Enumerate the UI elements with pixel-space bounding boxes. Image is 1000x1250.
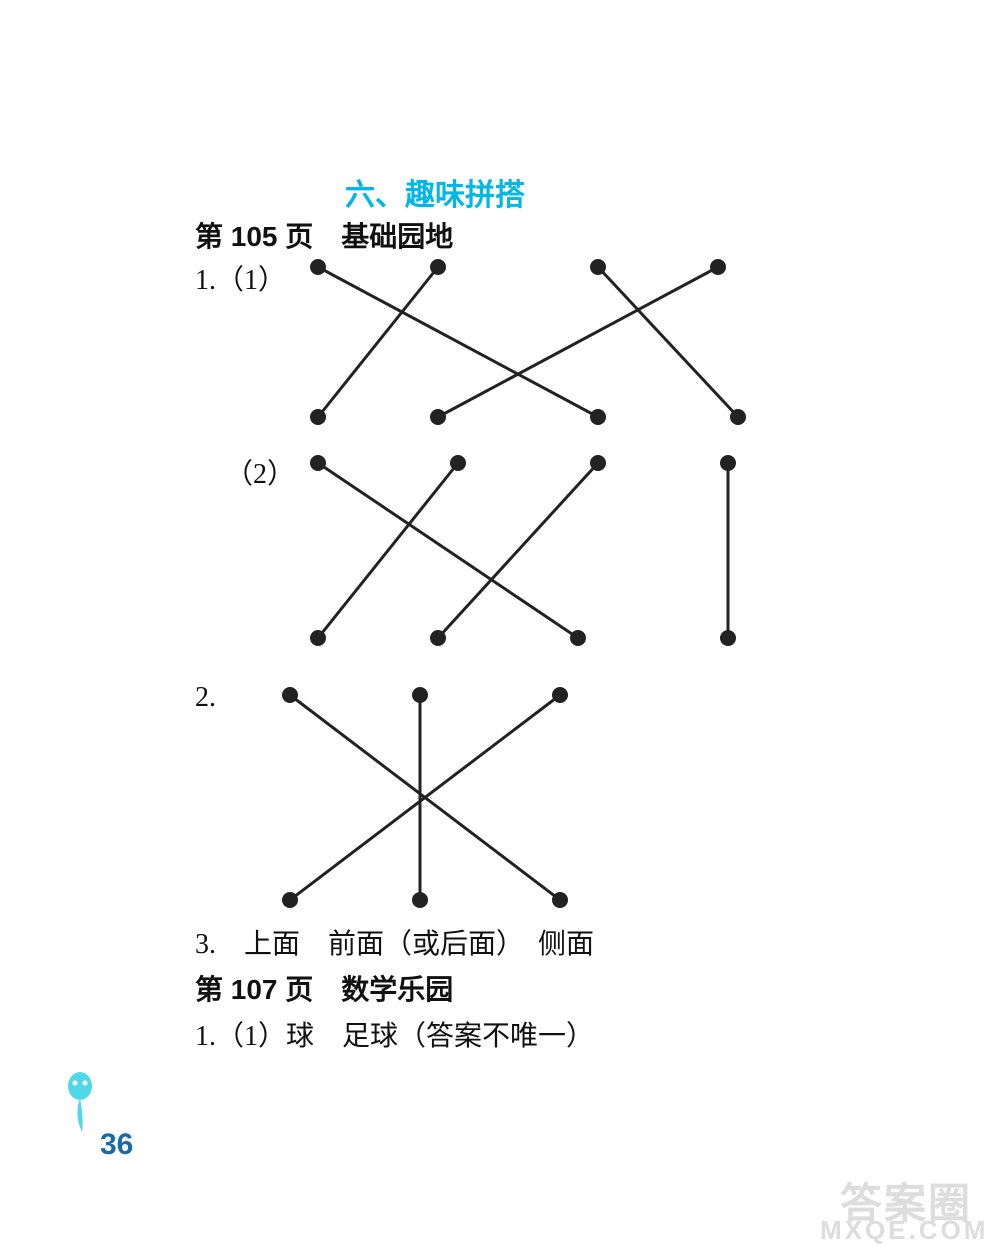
heading-page-105: 第 105 页 基础园地 <box>195 215 453 255</box>
diagram-2 <box>250 680 630 910</box>
label-q2: 2. <box>195 682 216 714</box>
watermark-url: MXQE.COM <box>820 1215 988 1246</box>
answer-q4: 1.（1）球 足球（答案不唯一） <box>195 1014 594 1054</box>
label-q1-2: （2） <box>225 452 295 492</box>
page-number: 36 <box>100 1128 133 1162</box>
label-q1-1: 1.（1） <box>195 258 286 298</box>
mascot-icon <box>60 1070 100 1140</box>
diagram-1-1 <box>298 252 778 432</box>
heading-page-107: 第 107 页 数学乐园 <box>195 968 453 1008</box>
answer-q3: 3. 上面 前面（或后面） 侧面 <box>195 922 594 962</box>
page-root: 六、趣味拼搭 第 105 页 基础园地 1.（1） （2） 2. 3. 上面 前… <box>0 0 1000 1250</box>
diagram-1-2 <box>298 448 778 648</box>
section-title: 六、趣味拼搭 <box>345 170 525 214</box>
